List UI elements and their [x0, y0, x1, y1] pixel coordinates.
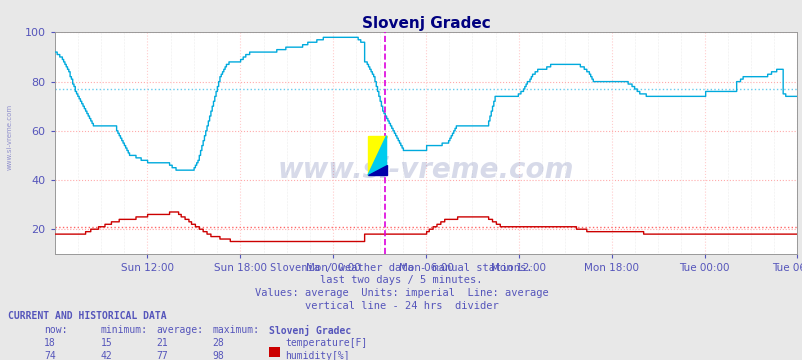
Text: now:: now: — [44, 325, 67, 335]
Text: 77: 77 — [156, 351, 168, 360]
Text: 98: 98 — [213, 351, 225, 360]
Text: vertical line - 24 hrs  divider: vertical line - 24 hrs divider — [304, 301, 498, 311]
Text: 28: 28 — [213, 338, 225, 348]
Text: 21: 21 — [156, 338, 168, 348]
Polygon shape — [367, 136, 386, 175]
Text: 15: 15 — [100, 338, 112, 348]
Text: 18: 18 — [44, 338, 56, 348]
Title: Slovenj Gradec: Slovenj Gradec — [361, 16, 490, 31]
Polygon shape — [367, 136, 386, 175]
Text: Slovenia / weather data - manual stations.: Slovenia / weather data - manual station… — [270, 263, 532, 273]
Text: Values: average  Units: imperial  Line: average: Values: average Units: imperial Line: av… — [254, 288, 548, 298]
Text: average:: average: — [156, 325, 204, 335]
Text: www.si-vreme.com: www.si-vreme.com — [277, 156, 573, 184]
Text: www.si-vreme.com: www.si-vreme.com — [6, 104, 12, 170]
Text: last two days / 5 minutes.: last two days / 5 minutes. — [320, 275, 482, 285]
Text: 74: 74 — [44, 351, 56, 360]
Text: maximum:: maximum: — [213, 325, 260, 335]
Polygon shape — [367, 165, 386, 175]
Text: CURRENT AND HISTORICAL DATA: CURRENT AND HISTORICAL DATA — [8, 311, 167, 321]
Text: Slovenj Gradec: Slovenj Gradec — [269, 325, 350, 336]
Text: temperature[F]: temperature[F] — [285, 338, 367, 348]
Text: minimum:: minimum: — [100, 325, 148, 335]
Text: humidity[%]: humidity[%] — [285, 351, 349, 360]
Text: 42: 42 — [100, 351, 112, 360]
